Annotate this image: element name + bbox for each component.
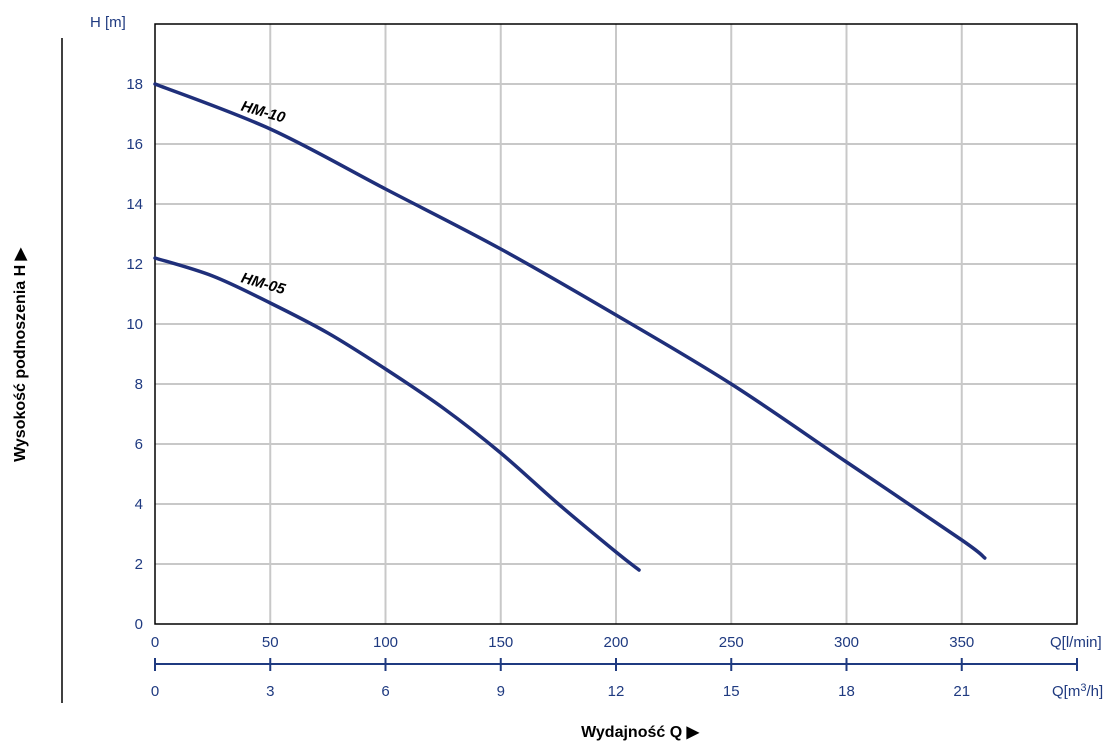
x-tick-label-m3h: 18 (838, 683, 855, 700)
y-tick-label: 10 (126, 316, 143, 333)
x-tick-label-m3h: 21 (953, 683, 970, 700)
x-axis-secondary-unit-label: Q[m3/h] (1052, 682, 1103, 700)
x-tick-label-m3h: 15 (723, 683, 740, 700)
y-tick-label: 6 (135, 436, 143, 453)
curves: HM-10 HM-05 (153, 82, 987, 572)
series-line-hm-05 (153, 256, 641, 572)
series-line-hm-10 (153, 82, 987, 560)
x-tick-label-lmin: 200 (603, 634, 628, 651)
x-tick-label-lmin: 0 (151, 634, 159, 651)
y-axis-title: Wysokość podnoszenia H ▶ (12, 247, 29, 462)
y-tick-label: 18 (126, 76, 143, 93)
series-label-hm-05: HM-05 (239, 269, 288, 298)
y-tick-label: 0 (135, 616, 143, 633)
x-tick-label-lmin: 50 (262, 634, 279, 651)
x-tick-label-lmin: 300 (834, 634, 859, 651)
y-tick-label: 2 (135, 556, 143, 573)
y-tick-label: 14 (126, 196, 143, 213)
series-label-hm-10: HM-10 (239, 98, 288, 127)
x-tick-label-m3h: 0 (151, 683, 159, 700)
y-tick-label: 16 (126, 136, 143, 153)
x-tick-label-m3h: 9 (497, 683, 505, 700)
grid-lines (155, 24, 1077, 624)
x-tick-label-lmin: 250 (719, 634, 744, 651)
y-tick-label: 4 (135, 496, 143, 513)
x-unit2-suffix: /h] (1086, 683, 1103, 700)
y-axis-unit-label: H [m] (90, 14, 126, 31)
y-tick-label: 12 (126, 256, 143, 273)
x-tick-label-m3h: 3 (266, 683, 274, 700)
x-tick-label-lmin: 100 (373, 634, 398, 651)
x-tick-label-m3h: 6 (381, 683, 389, 700)
plot-frame (154, 23, 1078, 625)
x-tick-label-m3h: 12 (608, 683, 625, 700)
tick-labels: 0 2 4 6 8 10 12 14 16 18 0 50 100 150 200 250 300 350 0 3 6 9… (126, 76, 974, 700)
plot-border (154, 23, 1078, 625)
secondary-axis (154, 658, 1078, 671)
x-unit2-prefix: Q[m (1052, 683, 1080, 700)
x-axis-title: Wydajność Q ▶ (581, 724, 700, 741)
x-axis-primary-unit-label: Q[l/min] (1050, 634, 1102, 651)
x-unit2-sup: 3 (1080, 682, 1086, 694)
y-tick-label: 8 (135, 376, 143, 393)
x-tick-label-lmin: 350 (949, 634, 974, 651)
x-tick-label-lmin: 150 (488, 634, 513, 651)
